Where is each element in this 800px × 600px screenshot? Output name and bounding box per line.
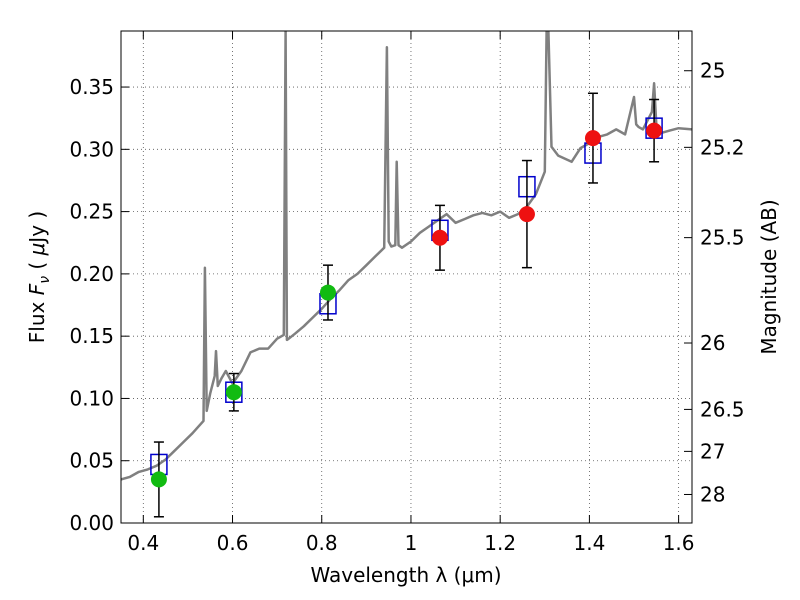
x-tick-label: 1.2 (484, 531, 516, 555)
mag-tick-label: 25.5 (700, 226, 745, 250)
plot-background (121, 31, 692, 523)
x-tick-label: 1.6 (663, 531, 695, 555)
x-tick-label: 1 (405, 531, 418, 555)
mag-tick-label: 26 (700, 331, 725, 355)
y-tick-label: 0.25 (69, 200, 114, 224)
mag-tick-label: 25 (700, 59, 725, 83)
y-tick-label: 0.10 (69, 386, 114, 410)
x-tick-label: 0.6 (217, 531, 249, 555)
y-tick-label: 0.30 (69, 137, 114, 161)
observed-optical-point (319, 284, 336, 301)
y-axis-label: Flux Fν ( μJy ) (25, 211, 53, 343)
y-tick-label: 0.05 (69, 449, 114, 473)
x-axis-label: Wavelength λ (μm) (310, 563, 501, 587)
data-markers (150, 92, 663, 518)
mag-tick-label: 26.5 (700, 397, 745, 421)
y-tick-label: 0.20 (69, 262, 114, 286)
observed-nir-point (584, 130, 601, 147)
observed-nir-point (646, 122, 663, 139)
observed-optical-point (150, 471, 167, 488)
x-tick-label: 0.4 (127, 531, 159, 555)
observed-optical-point (225, 384, 242, 401)
mag-tick-label: 25.2 (700, 135, 745, 159)
y-tick-label: 0.35 (69, 75, 114, 99)
mag-tick-label: 28 (700, 482, 725, 506)
observed-nir-point (431, 229, 448, 246)
plot-frame (120, 30, 693, 524)
x-tick-label: 1.4 (573, 531, 605, 555)
y2-axis-label: Magnitude (AB) (757, 199, 781, 354)
observed-nir-point (518, 206, 535, 223)
axis-ticks: 0.4 0.6 0.8 1 1.2 1.4 1.6 0.00 0.05 0.10 0.15 0.20 0… (69, 31, 745, 555)
x-tick-label: 0.8 (306, 531, 338, 555)
y-tick-label: 0.00 (69, 511, 114, 535)
y-tick-label: 0.15 (69, 324, 114, 348)
mag-tick-label: 27 (700, 439, 725, 463)
